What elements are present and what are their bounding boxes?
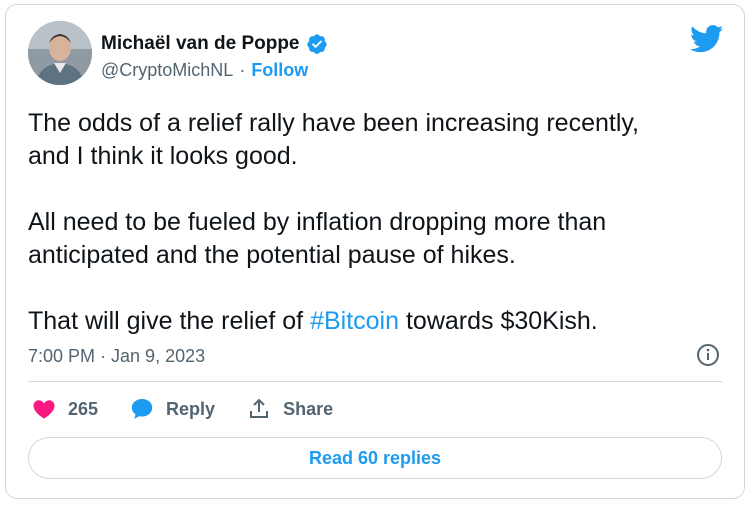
follow-button[interactable]: Follow — [251, 60, 309, 80]
divider — [28, 381, 722, 382]
tweet-text-before-hashtag: That will give the relief of — [28, 307, 311, 335]
like-count: 265 — [68, 398, 99, 419]
info-icon[interactable] — [696, 343, 720, 367]
tweet-timestamp[interactable]: 7:00 PM · Jan 9, 2023 — [28, 346, 206, 366]
share-button[interactable]: Share — [247, 397, 333, 421]
author-handle[interactable]: @CryptoMichNL — [101, 60, 234, 80]
tweet-card: Michaël van de Poppe @CryptoMichNL · Fol… — [5, 4, 745, 499]
tweet-paragraph-3: That will give the relief of #Bitcoin to… — [28, 305, 728, 338]
bitcoin-hashtag-link[interactable]: #Bitcoin — [310, 307, 400, 335]
tweet-paragraph-1: The odds of a relief rally have been inc… — [28, 107, 728, 173]
tweet-text: The odds of a relief rally have been inc… — [28, 107, 728, 338]
reply-button[interactable]: Reply — [130, 397, 215, 421]
tweet-line-1: The odds of a relief rally have been inc… — [28, 109, 639, 137]
reply-label: Reply — [166, 398, 216, 419]
tweet-line-4: anticipated and the potential pause of h… — [28, 241, 516, 269]
share-icon — [250, 398, 269, 418]
heart-icon — [33, 400, 55, 419]
tweet-text-after-hashtag: towards $30Kish. — [399, 307, 598, 335]
verified-badge-icon — [306, 34, 327, 54]
author-name[interactable]: Michaël van de Poppe — [101, 33, 300, 54]
tweet-line-2: and I think it looks good. — [28, 142, 298, 170]
separator-dot: · — [239, 60, 246, 80]
tweet-actions: 265 Reply Share — [32, 397, 365, 421]
share-label: Share — [283, 398, 334, 419]
read-replies-button[interactable]: Read 60 replies — [28, 437, 722, 479]
like-button[interactable]: 265 — [32, 397, 98, 421]
reply-bubble-icon — [131, 399, 153, 419]
twitter-bird-icon[interactable] — [690, 25, 724, 53]
avatar[interactable] — [28, 21, 92, 85]
author-handle-row: @CryptoMichNL · Follow — [101, 60, 308, 81]
tweet-paragraph-2: All need to be fueled by inflation dropp… — [28, 206, 728, 272]
author-name-row: Michaël van de Poppe — [101, 33, 328, 55]
tweet-line-3: All need to be fueled by inflation dropp… — [28, 208, 607, 236]
